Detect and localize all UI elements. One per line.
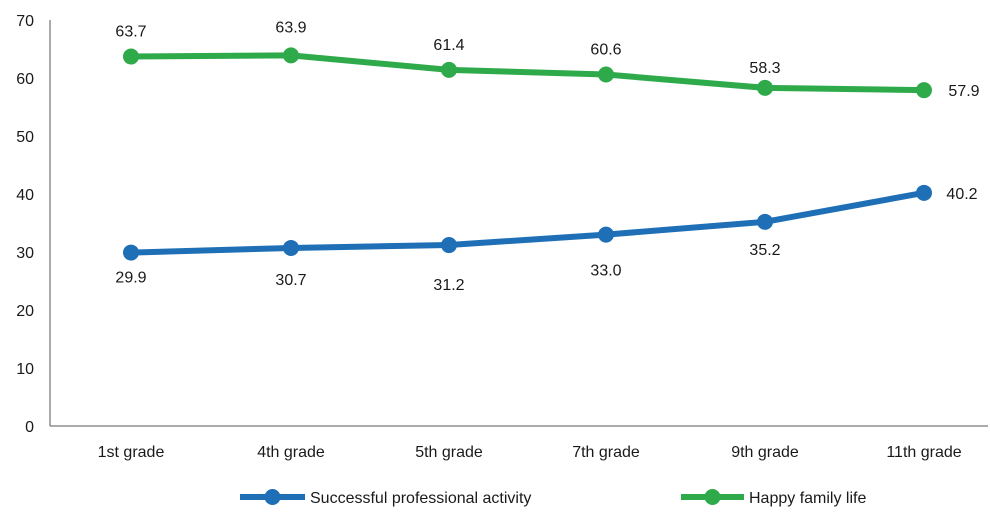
- x-tick-label: 9th grade: [731, 444, 799, 461]
- data-label: 63.9: [275, 19, 306, 36]
- data-label: 57.9: [948, 83, 979, 100]
- data-label: 40.2: [946, 186, 977, 203]
- data-point[interactable]: [757, 79, 773, 96]
- data-point[interactable]: [441, 237, 457, 254]
- data-point[interactable]: [916, 184, 932, 201]
- data-point[interactable]: [598, 226, 614, 243]
- data-point[interactable]: [283, 239, 299, 256]
- data-point[interactable]: [123, 48, 139, 65]
- data-point[interactable]: [916, 82, 932, 99]
- legend-marker: [704, 489, 721, 505]
- data-label: 60.6: [590, 42, 621, 59]
- data-label: 33.0: [590, 263, 621, 280]
- data-label: 30.7: [275, 272, 306, 289]
- x-tick-label: 11th grade: [886, 444, 961, 461]
- data-label: 63.7: [115, 24, 146, 41]
- y-tick-label: 30: [16, 245, 34, 262]
- data-point[interactable]: [441, 61, 457, 78]
- y-tick-label: 20: [16, 303, 34, 320]
- legend-label: Successful professional activity: [310, 490, 531, 507]
- y-tick-label: 0: [25, 419, 34, 436]
- series-line: [128, 189, 927, 256]
- x-tick-label: 7th grade: [572, 444, 640, 461]
- data-point[interactable]: [283, 47, 299, 64]
- data-label: 58.3: [749, 60, 780, 77]
- y-tick-label: 10: [16, 361, 34, 378]
- series-line: [128, 52, 927, 94]
- data-point[interactable]: [123, 244, 139, 261]
- data-point[interactable]: [757, 213, 773, 230]
- data-label: 31.2: [433, 277, 464, 294]
- legend-marker: [264, 489, 281, 505]
- y-tick-label: 60: [16, 71, 34, 88]
- data-label: 29.9: [115, 270, 146, 287]
- x-tick-label: 4th grade: [257, 444, 325, 461]
- data-label: 61.4: [433, 37, 464, 54]
- x-tick-label: 1st grade: [98, 444, 165, 461]
- data-label: 35.2: [749, 242, 780, 259]
- y-tick-label: 50: [16, 129, 34, 146]
- y-tick-label: 70: [16, 13, 34, 30]
- data-point[interactable]: [598, 66, 614, 83]
- legend-label: Happy family life: [749, 490, 866, 507]
- x-tick-label: 5th grade: [415, 444, 483, 461]
- y-tick-label: 40: [16, 187, 34, 204]
